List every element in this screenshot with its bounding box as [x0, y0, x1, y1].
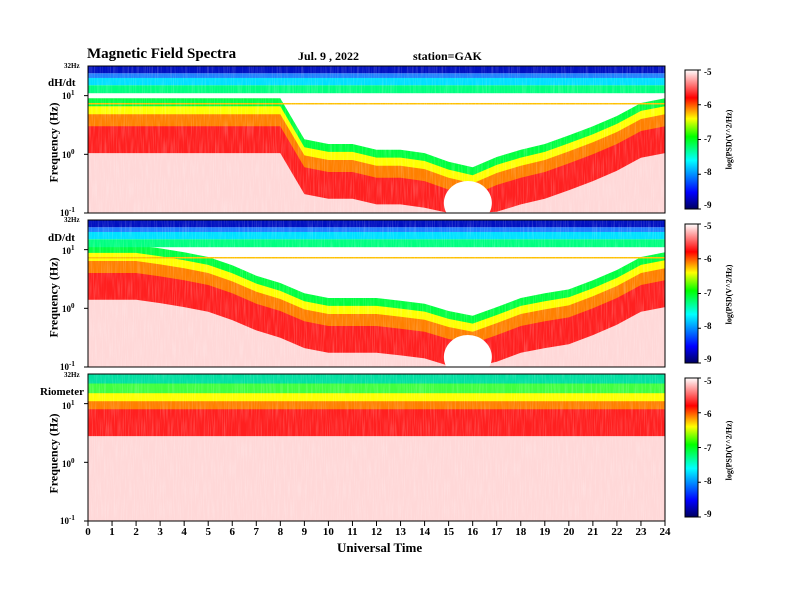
x-tick-label: 14 — [419, 526, 431, 538]
colorbar-tick: -6 — [704, 100, 712, 110]
y-tick: 10-1 — [60, 514, 75, 526]
x-axis-label: Universal Time — [337, 540, 423, 555]
colorbar-0 — [684, 69, 701, 210]
x-tick-label: 21 — [587, 526, 599, 538]
x-tick-label: 4 — [181, 526, 187, 538]
chart-title: Magnetic Field Spectra — [87, 46, 237, 62]
x-tick-label: 12 — [371, 526, 382, 538]
colorbar-tick: -6 — [704, 409, 712, 419]
colorbar-gradient — [684, 377, 699, 518]
x-tick-label: 5 — [205, 526, 211, 538]
noise-texture — [88, 66, 665, 213]
panel-top-freq: 32Hz — [64, 216, 80, 224]
colorbar-gradient — [684, 69, 699, 210]
noise-texture — [88, 374, 665, 521]
x-tick-label: 22 — [611, 526, 623, 538]
spectrogram-panel-0 — [84, 65, 666, 225]
x-tick-label: 8 — [277, 526, 284, 538]
x-tick-label: 20 — [563, 526, 575, 538]
colorbar-label: log(PSD(V^2/Hz) — [724, 109, 734, 170]
panel-label-dhdt: dH/dt — [48, 77, 76, 89]
x-tick-label: 10 — [322, 526, 334, 538]
panel-frame — [87, 65, 666, 214]
panel-label-riometer: Riometer — [40, 386, 84, 398]
y-axis-label: Frequency (Hz) — [46, 413, 61, 494]
x-tick-label: 3 — [157, 526, 163, 538]
panel-label-dddt: dD/dt — [48, 232, 75, 244]
date-label: Jul. 9 , 2022 — [298, 49, 360, 63]
x-tick-label: 11 — [347, 526, 358, 538]
y-tick: 10-1 — [60, 360, 75, 372]
y-axis-label: Frequency (Hz) — [46, 257, 61, 338]
colorbar-tick: -7 — [704, 443, 712, 453]
colorbar-tick: -9 — [704, 200, 712, 210]
x-tick-label: 23 — [635, 526, 647, 538]
y-tick: 101 — [62, 244, 75, 256]
noise-texture — [88, 220, 665, 367]
colorbar-tick: -8 — [704, 476, 712, 486]
colorbar-tick: -9 — [704, 509, 712, 519]
panel-frame — [87, 219, 666, 368]
colorbar-tick: -7 — [704, 134, 712, 144]
colorbar-gradient — [684, 223, 699, 364]
x-tick-label: 9 — [301, 526, 308, 538]
x-tick-label: 2 — [133, 526, 139, 538]
panel-top-freq: 32Hz — [64, 62, 80, 70]
y-tick: 101 — [62, 399, 75, 411]
x-tick-label: 0 — [85, 526, 91, 538]
spectrogram-panel-1 — [84, 219, 666, 379]
x-tick-label: 1 — [109, 526, 115, 538]
colorbar-tick: -5 — [704, 67, 712, 77]
colorbar-label: log(PSD(V^2/Hz) — [724, 264, 734, 325]
panel-top-freq: 32Hz — [64, 371, 80, 379]
colorbar-tick: -8 — [704, 167, 712, 177]
x-tick-label: 6 — [229, 526, 236, 538]
colorbar-tick: -9 — [704, 354, 712, 364]
colorbar-2 — [684, 377, 701, 518]
y-tick: 10-1 — [60, 206, 75, 218]
x-tick-label: 24 — [659, 526, 671, 538]
colorbar-label: log(PSD(V^2/Hz) — [724, 420, 734, 481]
y-tick: 100 — [62, 457, 75, 469]
y-tick: 101 — [62, 89, 75, 101]
x-tick-label: 18 — [515, 526, 527, 538]
colorbar-tick: -7 — [704, 288, 712, 298]
spectrogram-panel-2 — [84, 373, 666, 522]
y-tick: 100 — [62, 148, 75, 160]
station-label: station=GAK — [413, 49, 482, 63]
colorbar-tick: -8 — [704, 321, 712, 331]
y-axis-label: Frequency (Hz) — [46, 102, 61, 183]
y-tick: 100 — [62, 302, 75, 314]
x-tick-label: 15 — [443, 526, 455, 538]
x-tick-label: 16 — [467, 526, 479, 538]
x-tick-label: 19 — [539, 526, 551, 538]
colorbar-tick: -5 — [704, 376, 712, 386]
colorbar-tick: -6 — [704, 254, 712, 264]
x-tick-label: 7 — [253, 526, 260, 538]
colorbar-tick: -5 — [704, 221, 712, 231]
colorbar-1 — [684, 223, 701, 364]
x-tick-label: 17 — [491, 526, 503, 538]
x-tick-label: 13 — [395, 526, 407, 538]
